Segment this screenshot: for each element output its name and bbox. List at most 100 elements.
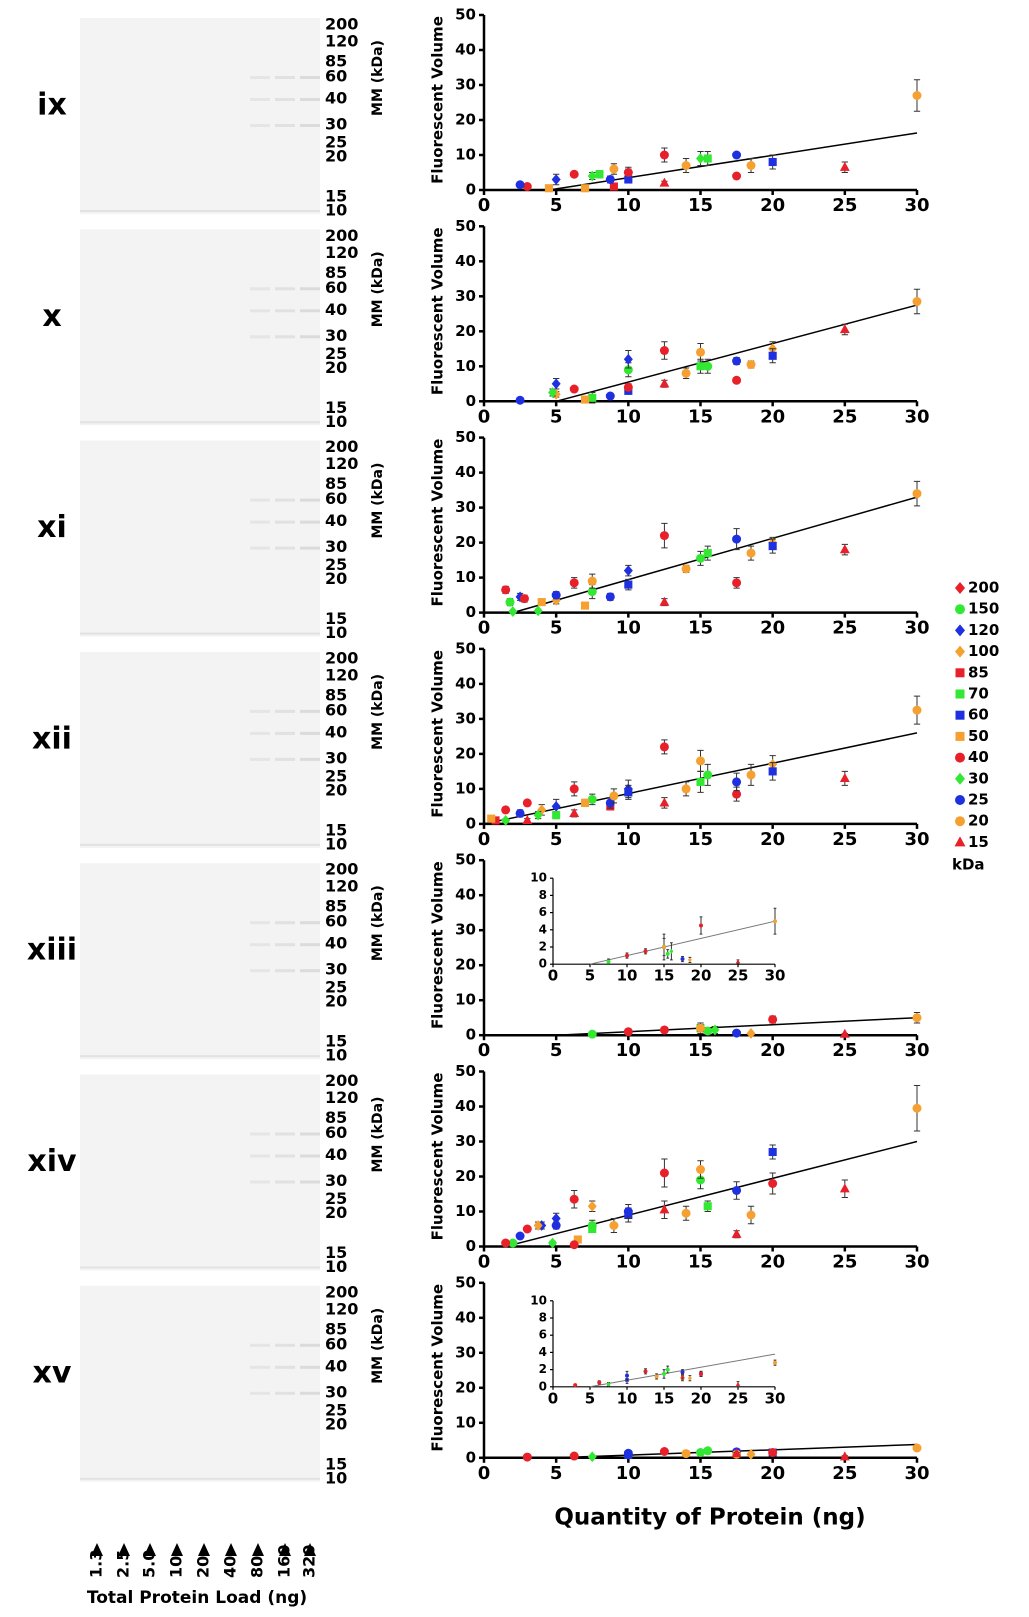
mm-marker-label: 120 (325, 877, 358, 896)
data-point (732, 534, 742, 544)
mm-marker-label: 200 (325, 226, 358, 245)
data-point (587, 587, 597, 597)
data-point (519, 594, 529, 604)
gel-image (80, 18, 320, 214)
x-tick-label: 5 (550, 1252, 563, 1273)
mm-marker-label: 25 (325, 978, 347, 997)
data-point (768, 1179, 778, 1188)
mm-marker-label: 15 (325, 187, 347, 206)
gel-band (275, 498, 295, 502)
legend-label: 50 (968, 727, 989, 745)
data-point (623, 565, 633, 576)
y-tick-label: 10 (455, 568, 476, 586)
data-point (533, 809, 543, 821)
mm-marker-label: 120 (325, 1088, 358, 1107)
mm-marker-label: 25 (325, 133, 347, 152)
x-tick-label: 15 (688, 1040, 713, 1061)
gel-band (275, 1180, 295, 1184)
x-tick-label: 25 (832, 618, 857, 639)
gel-band (300, 546, 320, 550)
data-point (696, 153, 705, 164)
mm-marker-label: 85 (325, 263, 347, 282)
mm-marker-label: 30 (325, 1171, 347, 1190)
x-tick-label: 30 (904, 1040, 929, 1061)
legend-marker (955, 731, 965, 741)
data-point (551, 1221, 561, 1230)
data-point (597, 1380, 602, 1385)
y-tick-label: 50 (455, 217, 476, 235)
data-point (569, 578, 579, 588)
gel-band (275, 546, 295, 550)
y-axis-title: Fluorescent Volume (429, 16, 447, 184)
gel-band (275, 335, 295, 339)
data-point (551, 174, 561, 185)
x-tick-label: 30 (904, 1252, 929, 1273)
x-tick-label: 30 (765, 1389, 786, 1407)
gel-band (300, 1154, 320, 1158)
x-tick-label: 10 (616, 195, 641, 216)
data-point (768, 1147, 777, 1157)
data-point (662, 1371, 666, 1376)
y-tick-label: 0 (466, 1026, 476, 1044)
mm-axis-title: MM (kDa) (370, 40, 386, 116)
mm-marker-label: 30 (325, 115, 347, 134)
legend-marker (955, 668, 965, 678)
gel-image (80, 651, 320, 848)
y-tick-label: 40 (455, 674, 476, 692)
data-point (580, 184, 590, 193)
y-tick-label: 10 (455, 1413, 476, 1431)
data-point (533, 605, 543, 617)
data-point (699, 1371, 703, 1376)
x-tick-label: 5 (550, 829, 563, 850)
x-tick-label: 20 (760, 195, 785, 216)
gel-band (275, 1154, 295, 1158)
gel-band (300, 335, 320, 339)
data-point (659, 1025, 669, 1035)
data-point (680, 1374, 685, 1379)
legend-label: 120 (968, 621, 999, 639)
mm-marker-label: 10 (325, 623, 347, 642)
data-point (548, 1237, 558, 1249)
data-point (605, 592, 615, 602)
mm-marker-label: 60 (325, 700, 347, 719)
row-label: xi (37, 510, 67, 545)
data-point (732, 578, 742, 588)
data-point (625, 1373, 629, 1378)
data-point (912, 297, 922, 307)
data-point (588, 1224, 597, 1234)
data-point (732, 171, 742, 181)
data-point (710, 1024, 720, 1036)
data-point (703, 361, 713, 371)
data-point (587, 1200, 597, 1212)
gel-band (275, 1365, 295, 1369)
mm-marker-label: 20 (325, 147, 347, 166)
mm-marker-label: 120 (325, 243, 358, 262)
data-point (703, 1026, 713, 1036)
data-point (732, 789, 742, 799)
x-tick-label: 15 (688, 406, 713, 427)
data-point (912, 489, 922, 499)
data-point (768, 157, 777, 167)
x-tick-label: 10 (617, 1389, 638, 1407)
y-tick-label: 0 (466, 814, 476, 832)
data-point (839, 161, 850, 171)
data-point (522, 798, 532, 808)
gel-band (275, 124, 295, 127)
data-point (609, 1221, 619, 1230)
y-tick-label: 20 (455, 322, 476, 340)
y-axis-title: Fluorescent Volume (429, 650, 447, 818)
gel-edge (80, 421, 320, 424)
mm-marker-label: 15 (325, 1243, 347, 1262)
x-tick-label: 5 (550, 1040, 563, 1061)
x-tick-label: 20 (760, 829, 785, 850)
row-label: x (42, 299, 61, 334)
mm-marker-label: 25 (325, 1400, 347, 1419)
gel-edge (80, 632, 320, 635)
data-point (746, 161, 756, 170)
gel-band (250, 921, 270, 925)
x-tick-label: 0 (478, 195, 491, 216)
x-tick-label: 10 (616, 829, 641, 850)
gel-band (250, 943, 270, 947)
data-point (696, 1448, 705, 1458)
data-point (522, 815, 533, 824)
